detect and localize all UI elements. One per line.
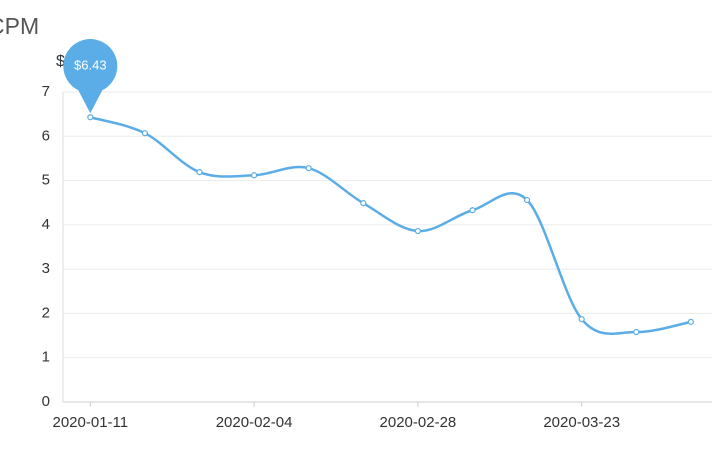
y-tick-label: 7 [42,83,50,100]
y-tick-label: 4 [42,216,50,233]
y-tick-label: 0 [42,393,50,410]
point [687,318,695,325]
marker-pin [63,39,118,114]
point [196,169,203,176]
point [414,227,421,235]
x-tick-label: 2020-02-28 [380,414,457,431]
y-tick-label: 1 [42,349,50,366]
data-label: $6.43 [74,58,107,73]
point [578,316,585,323]
chart-title: CPM [0,13,39,39]
y-tick-label: 3 [42,260,50,277]
point [251,172,258,179]
point [141,130,148,137]
x-tick-label: 2020-01-11 [52,414,128,431]
x-tick-label: 2020-02-04 [216,414,293,431]
y-axis-label: $ [56,53,65,70]
point [305,165,312,172]
point [523,196,531,204]
y-tick-label: 5 [42,172,50,189]
point [87,114,94,121]
point [469,207,476,214]
line [89,116,692,335]
x-tick-label: 2020-03-23 [543,414,620,431]
point [633,328,640,336]
y-tick-label: 6 [42,127,50,144]
y-tick-label: 2 [42,304,50,321]
point [360,200,367,207]
